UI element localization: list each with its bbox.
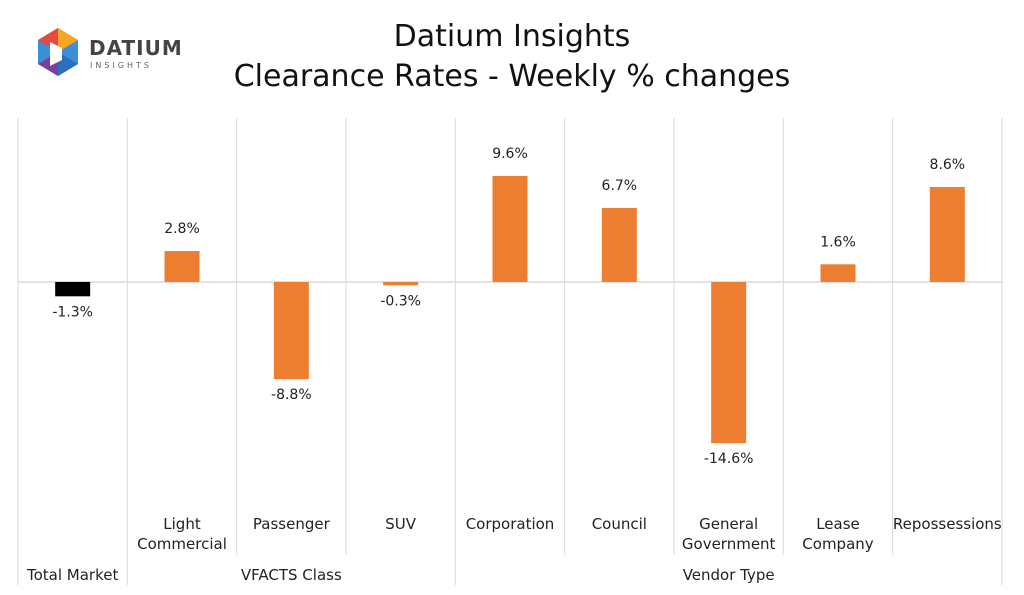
group-label: Total Market (18, 565, 127, 585)
logo-tagline: INSIGHTS (90, 61, 152, 70)
x-tick-label-text: Passenger (252, 515, 330, 533)
group-label-text: VFACTS Class (240, 566, 342, 584)
x-tick-label: Corporation (465, 514, 555, 534)
group-label-text: Total Market (26, 566, 119, 584)
value-label: 9.6% (492, 146, 528, 162)
value-label: 8.6% (930, 157, 966, 173)
value-label: 2.8% (164, 221, 200, 237)
group-label-text: Vendor Type (682, 566, 775, 584)
group-label: Vendor Type (455, 565, 1002, 585)
value-label: 1.6% (820, 234, 856, 250)
x-tick-label-text: SUV (385, 515, 417, 533)
x-tick-label: Passenger (249, 514, 334, 534)
x-tick-label-text: Corporation (465, 515, 555, 533)
bar (820, 264, 856, 282)
bar (55, 281, 91, 297)
x-tick-label: General Government (682, 514, 776, 554)
group-label: VFACTS Class (127, 565, 455, 585)
bar (711, 281, 747, 444)
bar (492, 175, 528, 282)
value-label: -8.8% (271, 387, 312, 403)
x-tick-label: Light Commercial (137, 514, 227, 554)
logo-name: DATIUM (89, 36, 183, 60)
bar (164, 251, 200, 282)
value-label: -0.3% (380, 293, 421, 309)
x-tick-label-text: Lease Company (802, 515, 874, 553)
x-tick-label: Repossessions (893, 514, 1002, 534)
x-tick-label: Lease Company (795, 514, 880, 554)
x-tick-label: SUV (358, 514, 443, 534)
x-tick-label: Council (577, 514, 662, 534)
bar (273, 281, 309, 380)
value-label: -14.6% (704, 451, 754, 467)
value-label: -1.3% (52, 304, 93, 320)
logo-icon (38, 28, 78, 76)
chart-title: Datium Insights (394, 19, 631, 54)
x-tick-label-text: Repossessions (892, 515, 1002, 533)
x-tick-label-text: General Government (681, 515, 776, 553)
value-label: 6.7% (602, 178, 638, 194)
bar (601, 207, 637, 282)
x-tick-label-text: Council (591, 515, 647, 533)
x-tick-label-text: Light Commercial (137, 515, 227, 553)
chart-subtitle: Clearance Rates - Weekly % changes (234, 59, 791, 94)
bar (929, 187, 965, 282)
bar (383, 281, 419, 286)
